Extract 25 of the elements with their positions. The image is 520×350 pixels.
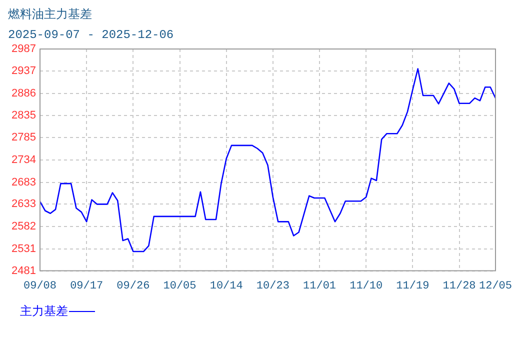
legend-label: 主力基差 [20, 303, 68, 320]
x-tick-label: 09/17 [70, 280, 104, 292]
y-tick-label: 2683 [12, 176, 36, 188]
x-tick-label: 09/08 [23, 280, 57, 292]
x-tick-label: 12/05 [478, 280, 512, 292]
x-tick-label: 10/14 [210, 280, 244, 292]
x-tick-label: 11/19 [396, 280, 430, 292]
y-tick-label: 2481 [12, 264, 36, 277]
y-tick-label: 2937 [12, 64, 36, 77]
chart-subtitle: 2025-09-07 - 2025-12-06 [8, 28, 174, 42]
y-tick-label: 2734 [12, 154, 36, 166]
chart-title: 燃料油主力基差 [8, 6, 92, 23]
y-tick-label: 2582 [12, 220, 36, 233]
y-tick-label: 2785 [12, 132, 36, 144]
y-tick-label: 2835 [12, 110, 36, 122]
y-tick-label: 2633 [12, 198, 36, 210]
x-tick-label: 09/26 [116, 280, 150, 292]
x-tick-label: 10/23 [256, 280, 290, 292]
y-tick-label: 2886 [12, 87, 36, 100]
y-tick-label: 2531 [12, 242, 36, 255]
x-tick-label: 11/01 [303, 280, 336, 292]
y-tick-label: 2987 [12, 43, 36, 56]
x-tick-label: 11/10 [350, 280, 383, 292]
x-tick-label: 10/05 [163, 280, 196, 292]
x-tick-label: 11/28 [442, 280, 476, 292]
